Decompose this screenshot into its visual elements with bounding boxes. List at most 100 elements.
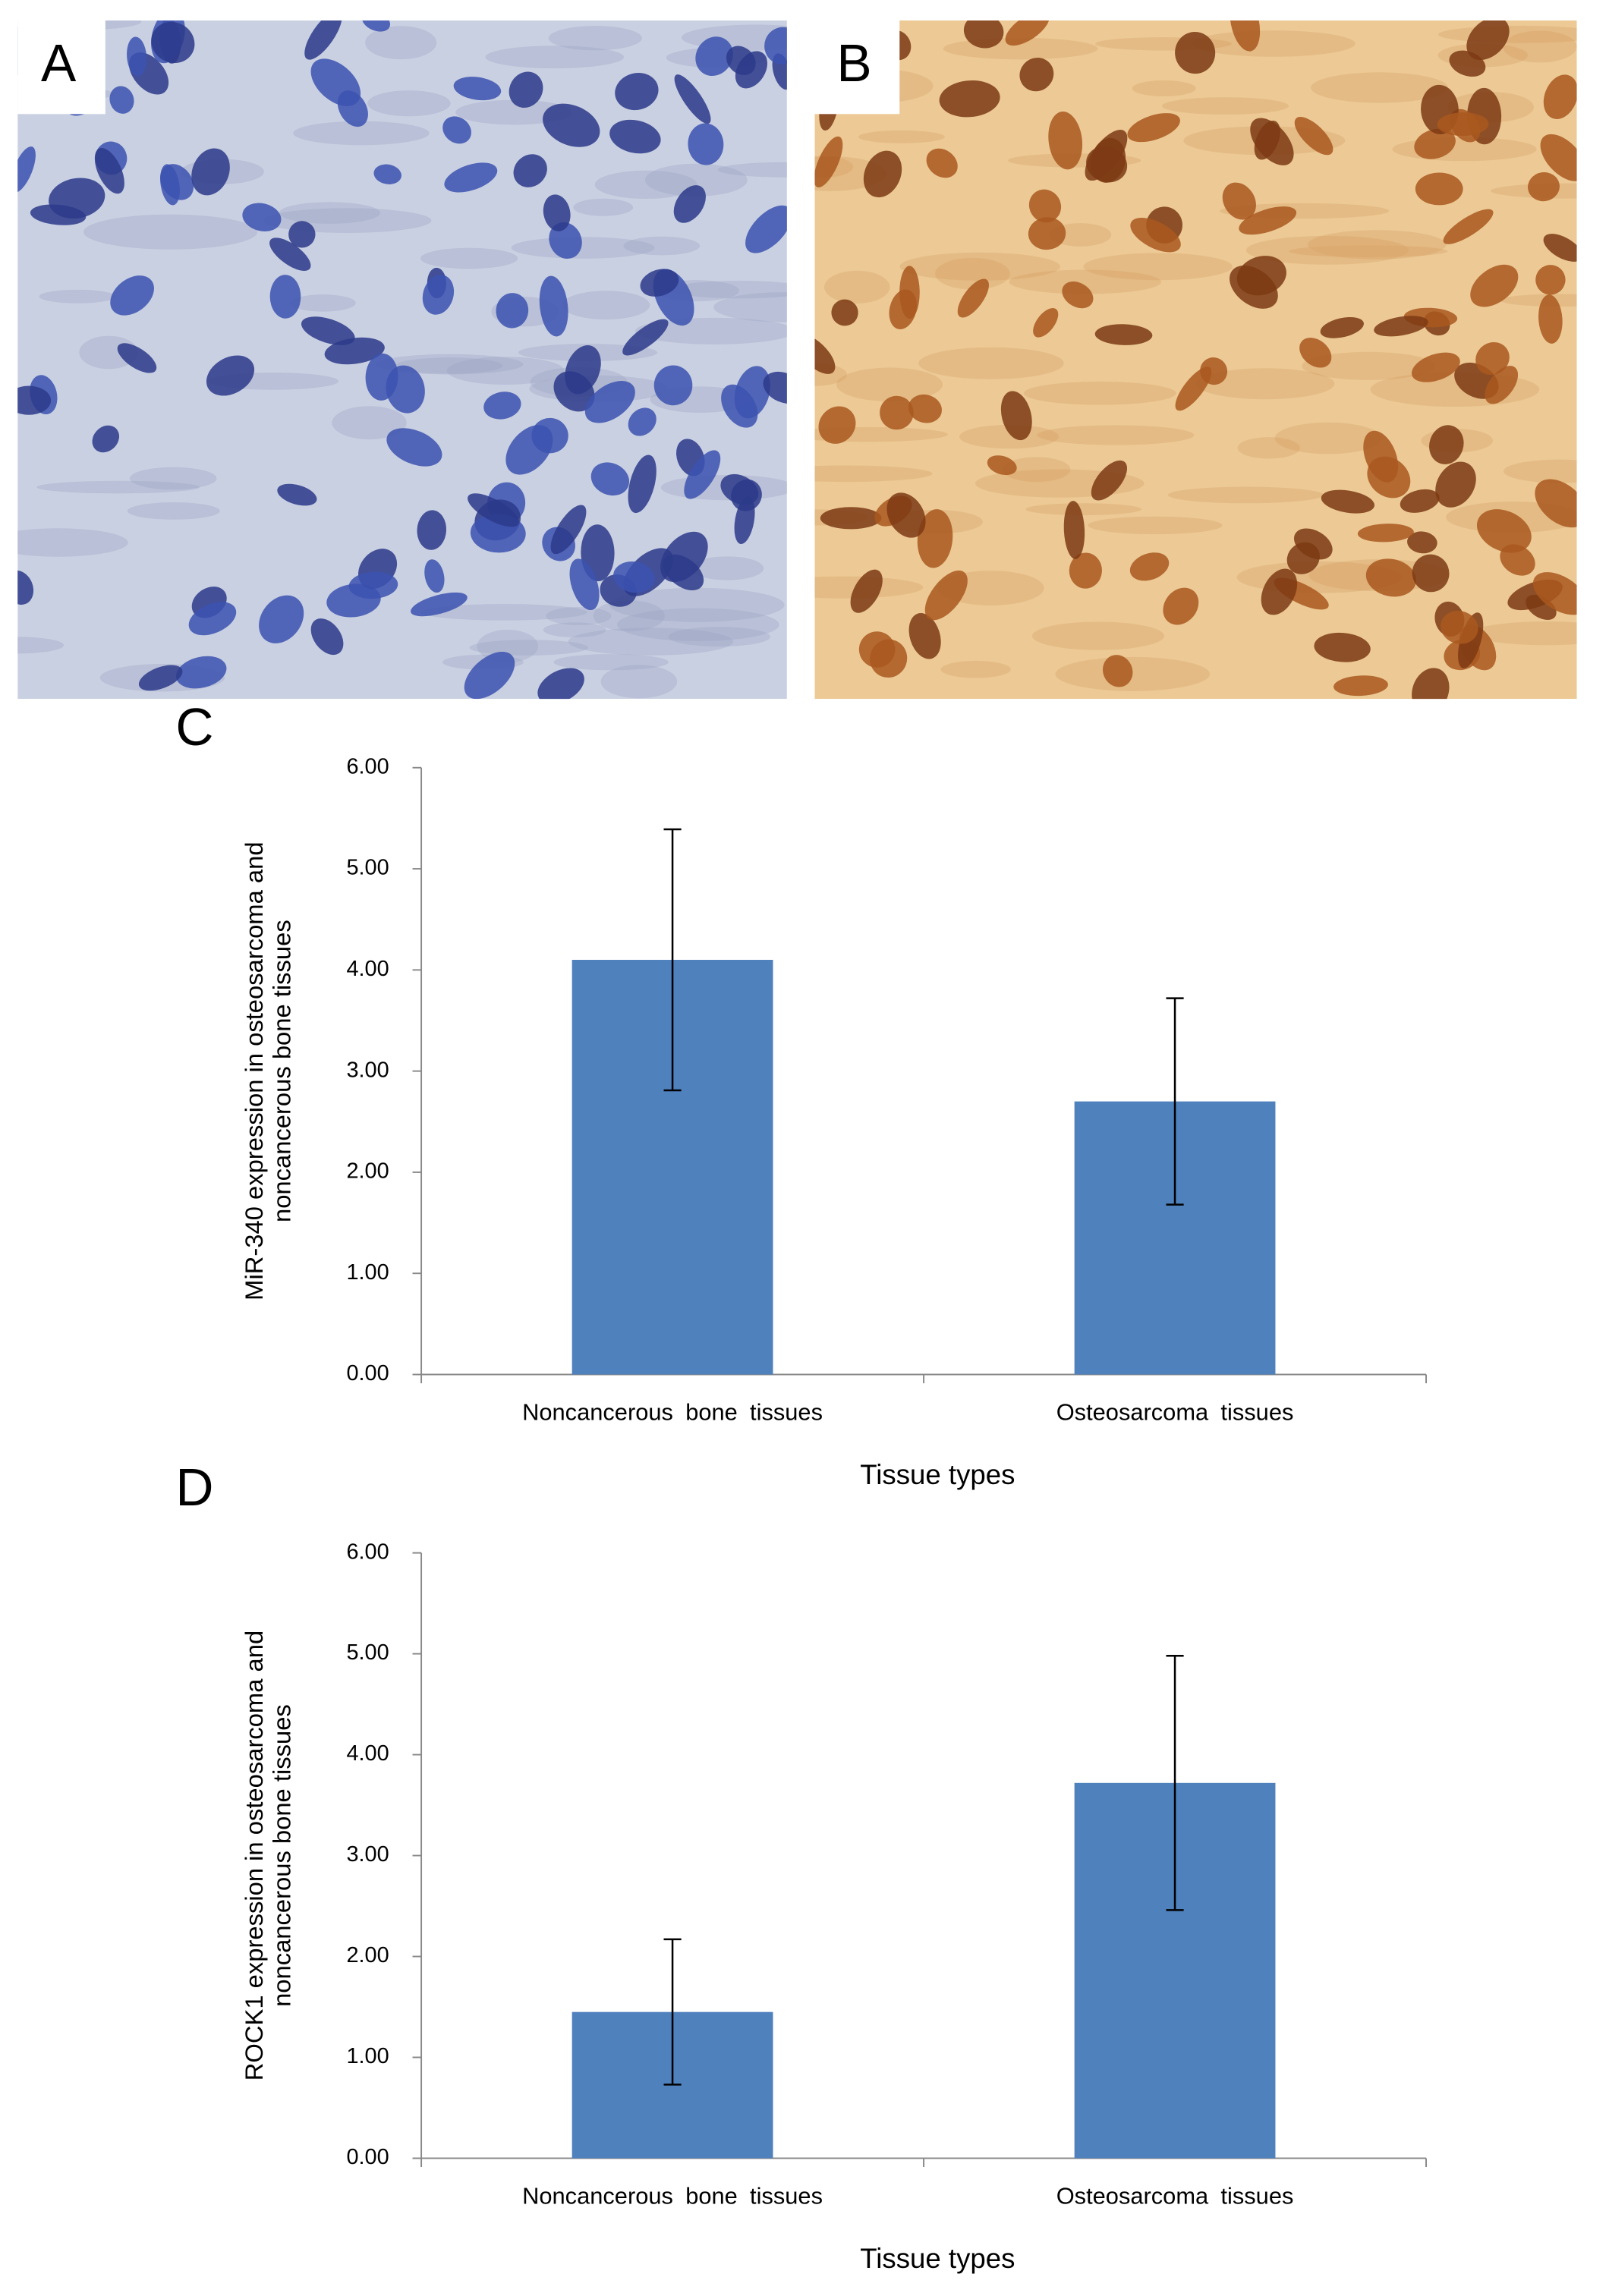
stroma <box>1245 235 1409 265</box>
nucleus <box>957 278 989 318</box>
nucleus <box>17 146 36 193</box>
stroma <box>1503 459 1577 483</box>
nucleus <box>301 316 355 345</box>
nucleus <box>242 203 282 231</box>
stroma <box>485 46 625 69</box>
nucleus <box>886 492 926 538</box>
micrograph-b <box>814 20 1577 700</box>
nucleus <box>917 509 953 568</box>
stroma <box>1503 30 1577 63</box>
nucleus <box>764 27 787 65</box>
y-tick-label: 6.00 <box>346 1540 389 1564</box>
nucleus <box>188 602 237 636</box>
nucleus <box>939 80 1000 118</box>
nucleus <box>908 612 941 659</box>
y-axis-title: noncancerous bone tissues <box>268 920 296 1222</box>
y-tick-label: 0.00 <box>346 1361 389 1385</box>
stroma <box>17 637 65 654</box>
nucleus <box>831 299 858 326</box>
stroma <box>644 163 748 197</box>
nucleus <box>304 20 342 60</box>
stroma <box>1167 486 1324 504</box>
y-tick-label: 4.00 <box>346 1741 389 1766</box>
stroma <box>17 528 128 557</box>
nucleus <box>17 385 52 415</box>
nucleus <box>509 71 543 109</box>
nucleus <box>365 353 398 401</box>
nucleus <box>1543 74 1577 119</box>
nucleus <box>1019 58 1054 92</box>
nucleus <box>206 355 255 396</box>
x-tick-label: Osteosarcoma tissues <box>1056 2183 1294 2210</box>
nucleus <box>924 570 968 621</box>
nucleus <box>1320 316 1364 338</box>
nucleus <box>537 668 584 700</box>
stroma <box>899 252 1060 281</box>
nucleus <box>1062 281 1094 309</box>
nucleus <box>1005 20 1050 46</box>
nucleus <box>117 343 157 373</box>
stroma <box>39 289 116 304</box>
stroma <box>279 202 381 224</box>
nucleus <box>673 185 706 223</box>
nucleus <box>1367 456 1411 499</box>
stroma <box>617 608 779 642</box>
nucleus <box>191 148 230 196</box>
y-axis-title: noncancerous bone tissues <box>268 1704 296 2007</box>
nucleus <box>1441 610 1478 644</box>
nucleus <box>628 407 657 436</box>
panel-label: A <box>41 33 77 93</box>
stroma <box>1161 97 1289 115</box>
stroma <box>635 317 787 344</box>
nucleus <box>1333 675 1388 697</box>
nucleus <box>1538 294 1563 344</box>
nucleus <box>138 665 183 691</box>
y-axis-title: ROCK1 expression in osteosarcoma and <box>240 1631 268 2081</box>
stroma <box>420 604 587 621</box>
nucleus <box>1357 524 1414 543</box>
stroma <box>553 654 669 671</box>
nucleus <box>1321 489 1374 514</box>
stroma <box>548 26 642 51</box>
stroma <box>573 198 634 216</box>
nucleus <box>109 86 134 114</box>
nucleus <box>613 561 655 593</box>
nucleus <box>1130 217 1181 253</box>
nucleus <box>1069 552 1102 589</box>
nucleus <box>1532 572 1577 615</box>
x-tick-label: Osteosarcoma tissues <box>1056 1399 1294 1426</box>
nucleus <box>422 275 455 315</box>
nucleus <box>1412 668 1450 700</box>
nucleus <box>863 150 902 198</box>
nucleus <box>127 36 147 77</box>
nucleus <box>726 46 756 75</box>
y-tick-label: 5.00 <box>346 856 389 880</box>
y-tick-label: 3.00 <box>346 1058 389 1082</box>
stroma <box>127 502 220 520</box>
nucleus <box>348 571 398 599</box>
nucleus <box>908 394 943 423</box>
stroma <box>1308 230 1447 259</box>
nucleus <box>615 72 659 111</box>
nucleus <box>1129 552 1170 581</box>
nucleus <box>92 425 120 453</box>
nucleus <box>1412 352 1460 382</box>
nucleus <box>818 406 856 444</box>
nucleus <box>1299 338 1332 368</box>
nucleus <box>926 148 958 178</box>
stroma <box>293 121 430 146</box>
nucleus <box>442 116 471 144</box>
nucleus <box>176 656 227 689</box>
stroma <box>129 467 217 490</box>
nucleus <box>269 275 301 319</box>
nucleus <box>1415 172 1463 206</box>
nucleus <box>277 483 317 506</box>
stroma <box>623 236 701 256</box>
nucleus <box>987 455 1017 476</box>
stroma <box>1025 503 1141 516</box>
nucleus <box>1200 357 1228 385</box>
nucleus <box>590 462 630 496</box>
nucleus <box>1250 118 1294 165</box>
